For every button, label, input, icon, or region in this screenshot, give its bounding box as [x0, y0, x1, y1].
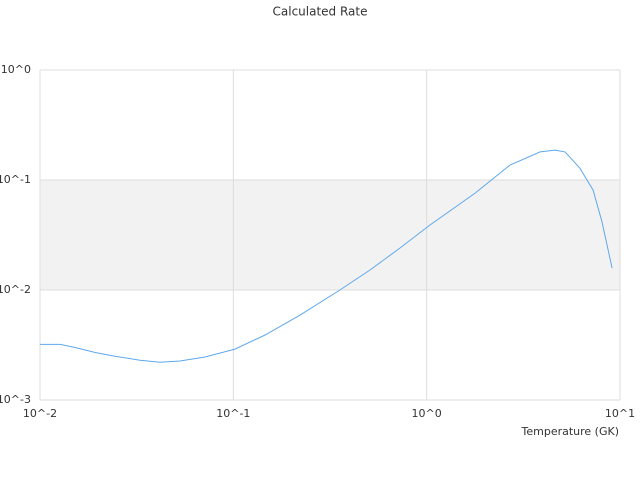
x-axis-label: Temperature (GK) [521, 425, 620, 438]
x-tick-label: 10^1 [605, 407, 635, 420]
grid-band [40, 180, 620, 290]
x-tick-label: 10^-2 [23, 407, 57, 420]
x-tick-label: 10^-1 [216, 407, 250, 420]
y-tick-label: 10^-3 [0, 393, 31, 406]
x-tick-label: 10^0 [412, 407, 442, 420]
line [40, 149, 613, 363]
chart-title: Calculated Rate [273, 5, 368, 19]
y-tick-label: 10^0 [1, 63, 31, 76]
y-tick-label: 10^-2 [0, 283, 31, 296]
y-tick-label: 10^-1 [0, 173, 31, 186]
